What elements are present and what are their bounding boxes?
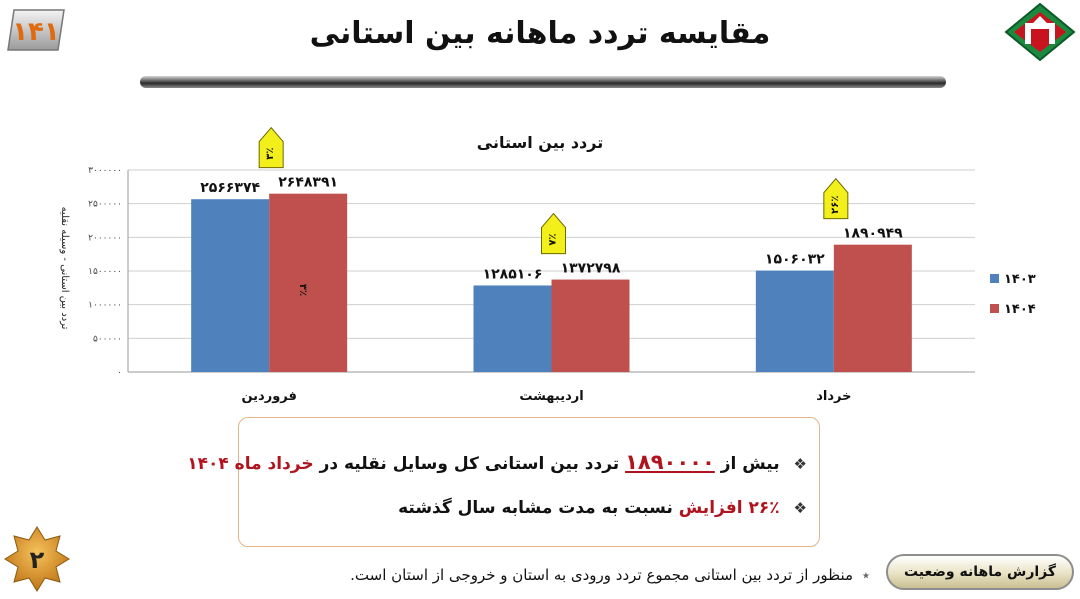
- growth-percent-label: ۳٪: [265, 148, 276, 160]
- y-tick-label: ۲۰۰۰۰۰۰: [88, 233, 122, 243]
- organization-logo-left: ۱۴۱: [7, 9, 65, 51]
- legend-swatch: [990, 304, 999, 313]
- line2-highlight: ۲۶٪ افزایش: [678, 498, 780, 518]
- y-tick-label: ۲۵۰۰۰۰۰: [88, 200, 122, 210]
- footnote-star-icon: ٭: [861, 566, 870, 584]
- growth-annotation: ۳٪: [258, 126, 284, 169]
- x-category-label: اردیبهشت: [519, 389, 583, 404]
- line1-number: ۱۸۹۰۰۰۰: [625, 450, 715, 474]
- y-axis-label: تردد بین استانی - وسیله نقلیه: [59, 207, 70, 330]
- chart-title: تردد بین استانی: [477, 133, 603, 152]
- line1-month: خرداد ماه ۱۴۰۴: [187, 454, 314, 474]
- bar-chart: تردد بین استانی تردد بین استانی - وسیله …: [59, 126, 1036, 404]
- arrow-up-badge-icon: [823, 177, 849, 220]
- x-category-label: فروردین: [241, 389, 296, 404]
- legend-swatch: [990, 274, 999, 283]
- bar-value-label: ۲۵۶۶۳۷۴: [200, 180, 260, 196]
- y-tick-label: ۰: [117, 368, 122, 378]
- arrow-up-badge-icon: [541, 212, 566, 255]
- growth-percent-label: ۷٪: [548, 233, 559, 245]
- bar-series2: [833, 244, 912, 372]
- legend-label: ۱۴۰۳: [1004, 272, 1036, 287]
- growth-annotation: ۲۶٪: [823, 177, 849, 220]
- x-category-label: خرداد: [816, 389, 851, 404]
- bar-value-label: ۲۶۴۸۳۹۱: [278, 175, 338, 191]
- bar-value-label: ۱۸۹۰۹۴۹: [843, 226, 903, 242]
- bar-value-label: ۱۳۷۲۷۹۸: [561, 261, 621, 277]
- diamond-bullet-icon: ❖: [793, 499, 807, 517]
- monthly-report-button[interactable]: گزارش ماهانه وضعیت تردد: [886, 554, 1074, 599]
- highlights-box: ❖ بیش از ۱۸۹۰۰۰۰ تردد بین استانی کل وسای…: [187, 417, 820, 547]
- inner-percent-label: ۳٪: [297, 284, 308, 296]
- bar-value-label: ۱۲۸۵۱۰۶: [483, 266, 543, 282]
- bar-value-label: ۱۵۰۶۰۳۲: [765, 252, 825, 268]
- bar-series1: [473, 285, 552, 372]
- bar-series1: [755, 270, 834, 372]
- line1-middle: تردد بین استانی کل وسایل نقلیه در: [319, 454, 620, 474]
- line1-prefix: بیش از: [720, 454, 780, 474]
- growth-annotation: ۷٪: [541, 212, 566, 255]
- y-tick-label: ۱۵۰۰۰۰۰: [88, 267, 122, 277]
- page-number-badge: ۲: [4, 526, 70, 592]
- highlight-line-2: ❖ ۲۶٪ افزایش نسبت به مدت مشابه سال گذشته: [398, 498, 807, 518]
- y-tick-label: ۱۰۰۰۰۰۰: [88, 301, 122, 311]
- page-title: مقایسه تردد ماهانه بین استانی: [309, 16, 771, 51]
- bar-series2: [551, 279, 630, 372]
- line2-rest: نسبت به مدت مشابه سال گذشته: [398, 498, 673, 518]
- arrow-up-badge-icon: [258, 126, 284, 169]
- diamond-bullet-icon: ❖: [793, 455, 807, 473]
- page-number: ۲: [30, 546, 45, 574]
- highlight-line-1: ❖ بیش از ۱۸۹۰۰۰۰ تردد بین استانی کل وسای…: [187, 450, 807, 474]
- title-divider: [140, 76, 946, 88]
- y-tick-label: ۳۰۰۰۰۰۰: [88, 166, 122, 176]
- logo-text: ۱۴۱: [12, 17, 60, 47]
- bar-series1: [191, 199, 270, 372]
- bar-series2: [269, 193, 348, 372]
- road-organization-logo: [1004, 2, 1076, 62]
- legend-label: ۱۴۰۴: [1004, 302, 1036, 317]
- footnote-text: منظور از تردد بین استانی مجموع تردد ورود…: [350, 566, 854, 584]
- growth-percent-label: ۲۶٪: [830, 196, 841, 214]
- footnote: ٭ منظور از تردد بین استانی مجموع تردد ور…: [350, 566, 870, 584]
- y-tick-label: ۵۰۰۰۰۰: [93, 334, 122, 344]
